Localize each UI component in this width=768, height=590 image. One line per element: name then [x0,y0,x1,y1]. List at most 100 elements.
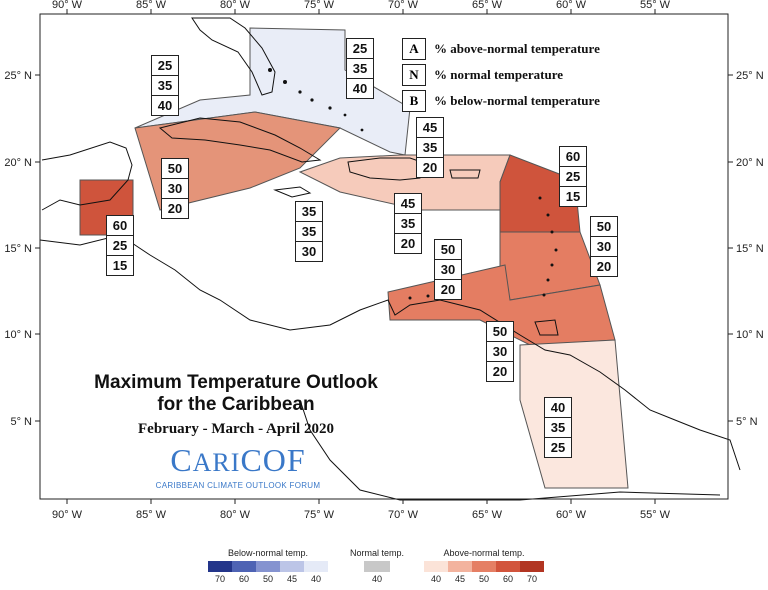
legend-ticks: 70 60 50 45 40 [208,574,328,584]
lon-label: 60° W [556,0,587,11]
legend-tick: 70 [214,574,225,584]
below-value: 40 [157,98,173,113]
prob-box-belize: 60 25 15 [106,215,134,276]
lon-label: 55° W [640,509,671,521]
normal-value: 25 [560,167,586,187]
lon-label: 70° W [388,509,419,521]
legend-swatch [520,561,544,572]
prob-box-hispaniola-pr: 45 35 20 [416,117,444,178]
key-row-above: A % above-normal temperature [402,36,600,62]
above-value: 35 [296,202,322,222]
key-letter: A [402,38,426,60]
below-value: 25 [550,440,566,455]
below-value: 20 [596,259,612,274]
key-text: % below-normal temperature [434,93,600,108]
normal-value: 35 [347,59,373,79]
above-value: 45 [395,194,421,214]
below-value: 20 [492,364,508,379]
lon-label: 85° W [136,509,167,521]
key-letter: N [402,64,426,86]
key-letter: B [402,90,426,112]
normal-value: 30 [487,342,513,362]
legend-swatch [232,561,256,572]
lon-label: 90° W [52,0,83,11]
lon-label: 70° W [388,0,419,11]
prob-box-abc-islands: 50 30 20 [434,239,462,300]
key-text: % normal temperature [434,67,564,82]
trinidad-coast [534,319,559,336]
key-text: % above-normal temperature [434,41,600,56]
prob-box-bahamas-east: 25 35 40 [346,38,374,99]
lat-label: 10° N [736,329,764,341]
island-dots [268,68,558,300]
legend-title: Normal temp. [350,548,405,558]
jamaica-coast [273,186,312,198]
legend-tick: 60 [502,574,513,584]
lat-label: 5° N [736,416,758,428]
below-value: 30 [301,244,317,259]
prob-box-leeward: 60 25 15 [559,146,587,207]
legend-swatches [208,561,328,572]
coastlines [39,17,741,501]
legend-swatch [208,561,232,572]
legend-swatch [280,561,304,572]
legend-below-normal: Below-normal temp. 70 60 50 45 40 [208,548,328,584]
logo-wordmark: CARICOF [170,442,306,478]
above-value: 60 [560,147,586,167]
below-value: 20 [422,160,438,175]
below-value: 40 [352,81,368,96]
legend-tick: 40 [310,574,321,584]
latitude-labels-right: 25° N 20° N 15° N 10° N 5° N [736,70,764,428]
florida-coast [191,17,276,96]
below-value: 15 [565,189,581,204]
lon-label: 60° W [556,509,587,521]
title-line-1: Maximum Temperature Outlook [94,372,378,393]
normal-value: 35 [545,418,571,438]
map-frame [39,13,729,500]
legend-swatch [364,561,390,572]
lat-label: 25° N [4,70,32,82]
south-america-coast [299,399,721,501]
lon-label: 80° W [220,509,251,521]
legend-tick: 70 [526,574,537,584]
prob-box-jamaica: 35 35 30 [295,201,323,262]
lon-label: 90° W [52,509,83,521]
above-value: 40 [545,398,571,418]
normal-value: 35 [152,76,178,96]
lat-label: 5° N [10,416,32,428]
below-value: 15 [112,258,128,273]
map-key: A % above-normal temperature N % normal … [402,36,600,114]
normal-value: 25 [107,236,133,256]
central-america-coast [39,234,741,471]
lon-label: 65° W [472,509,503,521]
above-value: 25 [152,56,178,76]
legend-title: Above-normal temp. [443,548,525,558]
title-line-2: for the Caribbean [157,394,315,415]
latitude-labels-left: 25° N 20° N 15° N 10° N 5° N [4,70,32,428]
lat-label: 25° N [736,70,764,82]
lon-label: 75° W [304,0,335,11]
normal-value: 30 [162,179,188,199]
logo-subtitle: CARIBBEAN CLIMATE OUTLOOK FORUM [155,481,321,490]
prob-box-caribbean-central: 45 35 20 [394,193,422,254]
puerto-rico-coast [449,169,481,179]
legend-title: Below-normal temp. [227,548,309,558]
legend-tick: 45 [454,574,465,584]
lon-label: 85° W [136,0,167,11]
above-value: 50 [435,240,461,260]
legend-swatch [472,561,496,572]
key-row-normal: N % normal temperature [402,62,600,88]
normal-value: 35 [395,214,421,234]
longitude-labels-bottom: 90° W 85° W 80° W 75° W 70° W 65° W 60° … [52,509,671,521]
below-value: 20 [400,236,416,251]
prob-box-cuba-cayman: 50 30 20 [161,158,189,219]
title-period: February - March - April 2020 [138,421,334,437]
legend-swatches [424,561,544,572]
normal-value: 35 [296,222,322,242]
normal-value: 35 [417,138,443,158]
legend-swatches [350,561,404,572]
lon-label: 75° W [304,509,335,521]
longitude-labels-top: 90° W 85° W 80° W 75° W 70° W 65° W 60° … [52,0,671,11]
above-value: 50 [487,322,513,342]
prob-box-trinidad: 50 30 20 [486,321,514,382]
